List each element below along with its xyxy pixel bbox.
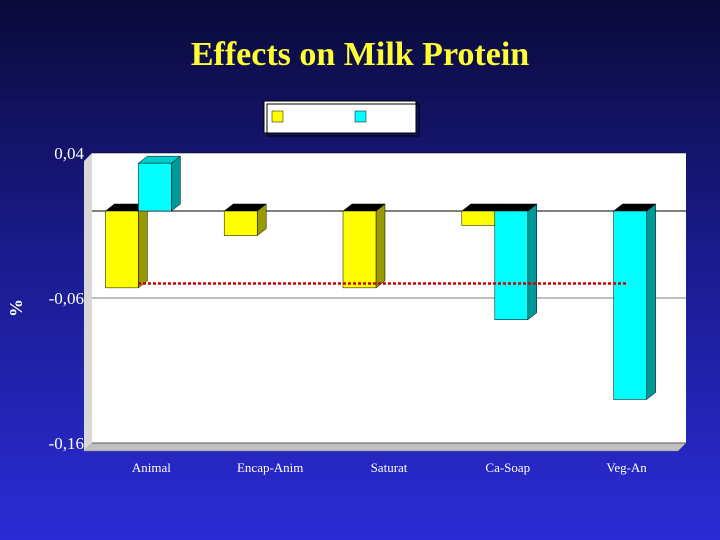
bar-usa-ca-soap: [494, 203, 538, 321]
legend: French USA: [263, 100, 420, 137]
x-tick-label: Animal: [132, 460, 171, 475]
x-tick-label: Saturat: [371, 460, 408, 475]
x-tick-label: Encap-Anim: [237, 460, 303, 475]
bar-usa-veg-an: [612, 203, 657, 401]
plot-side: [84, 153, 92, 451]
gridlines: [92, 152, 686, 444]
reference-annotation: - 0,05%: [156, 376, 215, 395]
y-axis-label: %: [6, 299, 26, 317]
x-tick-label: Ca-Soap: [485, 460, 530, 475]
bars: [104, 155, 657, 401]
bar-french-saturat: [342, 203, 386, 289]
legend-label-french: French: [289, 111, 339, 128]
legend-swatch-french: [271, 110, 284, 123]
y-tick-labels: 0,04 -0,06 -0,16: [49, 144, 85, 453]
bar-french-animal: [104, 203, 149, 289]
y-tick-label: 0,04: [54, 144, 84, 163]
legend-swatch-usa: [354, 110, 367, 123]
plot-floor: [83, 442, 687, 452]
x-category-labels: Animal Encap-Anim Saturat Ca-Soap Veg-An: [132, 460, 647, 475]
bar-usa-animal: [137, 155, 182, 212]
chart-title: Effects on Milk Protein: [190, 36, 530, 73]
y-tick-label: -0,06: [49, 289, 84, 308]
bar-french-encap-anim: [223, 203, 267, 237]
x-tick-label: Veg-An: [606, 460, 647, 475]
legend-label-usa: USA: [372, 111, 405, 128]
y-tick-label: -0,16: [49, 434, 84, 453]
